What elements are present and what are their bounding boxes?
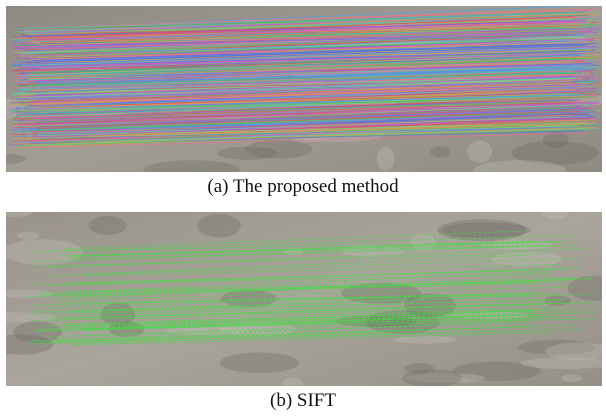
terrain-shade — [430, 146, 451, 157]
terrain-shade — [393, 336, 457, 344]
caption: (a) The proposed method — [0, 176, 606, 198]
terrain-shade — [89, 216, 127, 235]
terrain-shade — [220, 352, 299, 373]
terrain-shade — [441, 222, 531, 238]
terrain-shade — [198, 214, 241, 238]
terrain-shade — [217, 147, 278, 160]
panel-image — [6, 6, 602, 172]
terrain-shade — [467, 140, 492, 162]
terrain-shade — [17, 232, 39, 240]
terrain-shade — [377, 147, 395, 171]
match-lines — [10, 6, 601, 148]
caption: (b) SIFT — [0, 390, 606, 412]
panel-image — [6, 212, 602, 386]
figure: (a) The proposed method (b) SIFT — [0, 0, 606, 416]
terrain-shade — [561, 374, 582, 382]
